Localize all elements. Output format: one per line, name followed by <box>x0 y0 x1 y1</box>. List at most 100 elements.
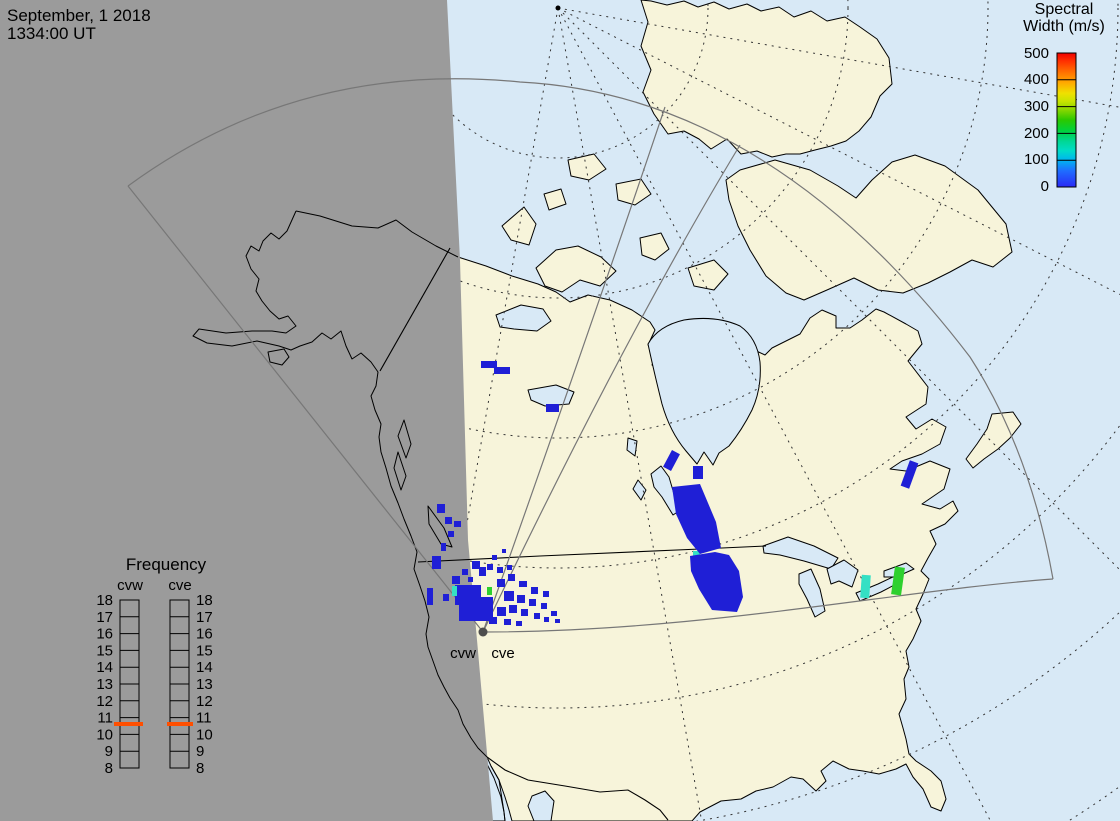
echo-patch <box>534 613 540 619</box>
echo-patch <box>541 603 547 609</box>
coast-overlay <box>192 210 506 821</box>
freq-label: 15 <box>96 642 113 659</box>
gulf-of-california <box>527 790 555 821</box>
freq-label: 16 <box>96 626 113 643</box>
echo-layer <box>427 361 919 626</box>
echo-patch <box>519 581 527 587</box>
echo-patch <box>502 549 506 553</box>
echo-patch <box>860 574 871 599</box>
echo-patch <box>448 531 454 537</box>
fan-bottom-edge <box>482 578 1054 633</box>
frequency-scale-right: 18 17 16 15 14 13 12 11 10 9 8 <box>196 592 213 777</box>
echo-patch <box>543 591 549 597</box>
alaska-border <box>379 247 451 372</box>
echo-patch <box>504 591 514 601</box>
island-arctic-2 <box>615 178 652 206</box>
echo-patch <box>472 561 480 569</box>
freq-label: 9 <box>105 743 113 760</box>
freq-label: 15 <box>196 642 213 659</box>
date-text: September, 1 2018 <box>7 6 151 25</box>
lake-huron <box>826 559 859 588</box>
echo-patch <box>551 611 557 616</box>
freq-label: 14 <box>196 659 213 676</box>
echo-patch <box>455 585 481 605</box>
freq-label: 16 <box>196 626 213 643</box>
echo-patch <box>509 605 517 613</box>
colorbar-tick-500: 500 <box>1024 45 1049 62</box>
freq-label: 9 <box>196 743 204 760</box>
freq-label: 11 <box>97 710 113 727</box>
border-lines <box>379 247 767 821</box>
echo-patch <box>494 367 510 374</box>
frequency-marker-cve <box>167 722 193 726</box>
freq-label: 17 <box>96 609 113 626</box>
echo-patch <box>555 619 560 623</box>
fan-inner-edge-cvw <box>482 106 666 633</box>
island-king-william <box>639 232 670 261</box>
freq-label: 18 <box>96 592 113 609</box>
echo-patch <box>452 576 460 584</box>
timestamp: September, 1 2018 1334:00 UT <box>7 6 151 43</box>
freq-label: 12 <box>96 693 113 710</box>
frequency-marker-cvw <box>114 722 143 726</box>
great-bear-lake <box>495 304 552 332</box>
island-arctic-3 <box>543 188 567 211</box>
colorbar-title-line1: Spectral <box>1035 1 1094 18</box>
hudson-bay <box>647 318 761 466</box>
echo-patch <box>497 607 506 616</box>
island-victoria <box>535 245 617 293</box>
fan-inner-edge-cve <box>482 144 741 633</box>
freq-label: 10 <box>96 726 113 743</box>
echo-patch <box>479 567 486 576</box>
colorbar-tick-100: 100 <box>1024 151 1049 168</box>
echo-patch <box>468 577 473 582</box>
island-southampton <box>687 259 729 291</box>
echo-patch <box>497 567 503 573</box>
greenland <box>640 0 893 158</box>
echo-patch <box>693 466 703 479</box>
echo-patch <box>445 517 452 524</box>
freq-label: 17 <box>196 609 213 626</box>
echo-patch <box>521 609 528 616</box>
us-canada-border <box>417 545 767 563</box>
echo-patch <box>504 619 511 625</box>
frequency-title: Frequency <box>126 555 207 574</box>
echo-patch <box>427 588 433 605</box>
island-banks <box>501 206 537 246</box>
time-text: 1334:00 UT <box>7 24 96 43</box>
lake-michigan <box>798 568 826 618</box>
echo-patch <box>487 564 493 570</box>
echo-patch <box>507 565 512 570</box>
colorbar-tick-400: 400 <box>1024 71 1049 88</box>
echo-patch <box>454 521 461 527</box>
frequency-bar-cve-cells <box>170 616 189 752</box>
freq-label: 12 <box>196 693 213 710</box>
colorbar: Spectral Width (m/s) 500 400 300 200 100… <box>1023 1 1105 195</box>
great-slave-lake <box>527 384 575 407</box>
lake-winnipegosis <box>632 479 647 501</box>
radar-label-cvw: cvw <box>450 645 476 662</box>
echo-patch <box>452 586 457 596</box>
echo-patch <box>516 621 522 626</box>
echo-patch <box>672 484 721 554</box>
frequency-scale-left: 18 17 16 15 14 13 12 11 10 9 8 <box>96 592 113 777</box>
echo-patch <box>546 404 559 412</box>
echo-patch <box>489 617 497 624</box>
freq-label: 13 <box>196 676 213 693</box>
echo-patch <box>891 566 905 596</box>
echo-patch <box>437 504 445 513</box>
echo-patch <box>529 599 536 606</box>
echo-patch <box>663 449 680 472</box>
colorbar-gradient <box>1056 52 1077 188</box>
echo-patch <box>508 574 515 581</box>
echo-patch <box>476 597 493 619</box>
freq-label: 13 <box>96 676 113 693</box>
fan-outer-arc <box>127 78 1054 580</box>
echo-patch <box>531 587 538 594</box>
us-mexico-border <box>486 756 669 821</box>
fan-left-edge <box>127 185 484 633</box>
frequency-col-cve: cve <box>168 577 191 594</box>
colorbar-tick-0: 0 <box>1041 178 1049 195</box>
colorbar-tick-200: 200 <box>1024 125 1049 142</box>
